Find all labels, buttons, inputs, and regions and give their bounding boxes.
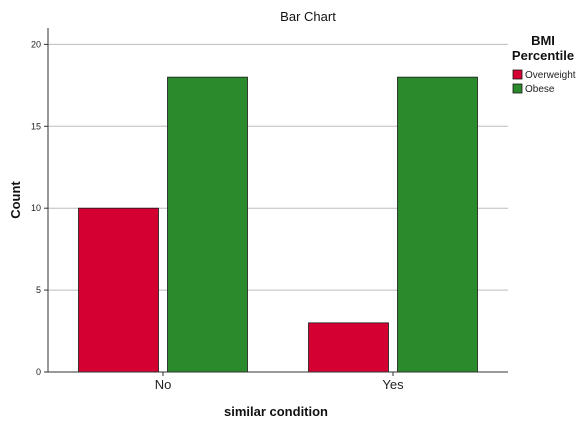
- y-axis-title: Count: [8, 181, 23, 219]
- x-tick-label: No: [155, 377, 172, 392]
- y-tick-label: 20: [31, 39, 41, 49]
- legend-swatch-overweight: [512, 69, 523, 80]
- bar-obese-no: [167, 76, 248, 373]
- x-tick-label: Yes: [382, 377, 404, 392]
- y-tick-label: 0: [36, 367, 41, 377]
- bars: [78, 76, 478, 373]
- bar-overweight-yes: [308, 322, 389, 373]
- chart-title: Bar Chart: [280, 9, 336, 24]
- legend: BMI Percentile Overweight Obese: [512, 33, 576, 95]
- y-tick-label: 15: [31, 121, 41, 131]
- legend-label-overweight: Overweight: [525, 70, 576, 81]
- legend-swatch-obese: [512, 83, 523, 94]
- x-axis-title: similar condition: [224, 404, 328, 419]
- y-axis-ticks: 0 5 10 15 20: [31, 39, 48, 377]
- legend-items: Overweight Obese: [512, 69, 576, 95]
- y-tick-label: 10: [31, 203, 41, 213]
- legend-label-obese: Obese: [525, 84, 555, 95]
- bar-obese-yes: [397, 76, 478, 373]
- bar-overweight-no: [78, 207, 159, 373]
- legend-title-line-2: Percentile: [512, 48, 574, 63]
- legend-title-line-1: BMI: [531, 33, 555, 48]
- x-axis-ticks: No Yes: [155, 372, 404, 392]
- y-tick-label: 5: [36, 285, 41, 295]
